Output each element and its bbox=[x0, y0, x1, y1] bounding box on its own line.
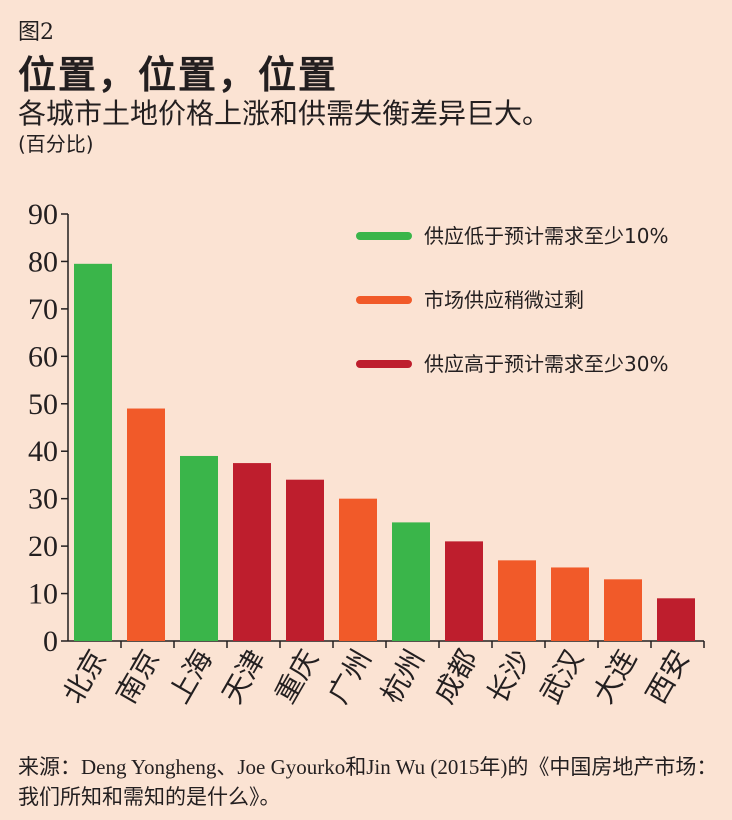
bar bbox=[445, 541, 483, 641]
y-tick-label: 30 bbox=[28, 483, 58, 516]
bar bbox=[233, 463, 271, 641]
bar bbox=[339, 498, 377, 641]
bar bbox=[180, 455, 218, 641]
legend-label: 供应低于预计需求至少10% bbox=[424, 224, 668, 248]
y-tick-label: 60 bbox=[28, 340, 58, 373]
category-label: 广州 bbox=[321, 644, 378, 709]
y-tick-label: 80 bbox=[28, 245, 58, 278]
chart-title: 位置，位置，位置 bbox=[18, 53, 339, 97]
y-tick-label: 90 bbox=[28, 198, 58, 231]
category-label: 武汉 bbox=[533, 644, 590, 709]
bar bbox=[657, 598, 695, 641]
legend-label: 供应高于预计需求至少30% bbox=[424, 352, 668, 376]
bar bbox=[604, 579, 642, 641]
category-label: 天津 bbox=[215, 644, 272, 709]
category-label: 西安 bbox=[639, 644, 696, 709]
bar bbox=[74, 263, 112, 641]
y-tick-label: 70 bbox=[28, 293, 58, 326]
category-label: 成都 bbox=[427, 644, 484, 709]
unit-label: (百分比) bbox=[18, 132, 94, 156]
y-tick-label: 10 bbox=[28, 578, 58, 611]
category-label: 北京 bbox=[56, 644, 113, 709]
bar bbox=[286, 479, 324, 641]
y-tick-label: 40 bbox=[28, 435, 58, 468]
figure-label: 图2 bbox=[18, 20, 54, 45]
category-label: 南京 bbox=[109, 644, 166, 709]
category-label: 杭州 bbox=[374, 644, 431, 709]
source-note: 来源：Deng Yongheng、Joe Gyourko和Jin Wu (201… bbox=[18, 755, 718, 809]
bar bbox=[551, 567, 589, 641]
category-label: 大连 bbox=[586, 644, 643, 709]
category-label: 重庆 bbox=[268, 644, 325, 709]
y-tick-label: 0 bbox=[43, 625, 58, 658]
bar bbox=[392, 522, 430, 641]
category-label: 长沙 bbox=[480, 644, 537, 709]
y-tick-label: 20 bbox=[28, 530, 58, 563]
category-label: 上海 bbox=[162, 644, 219, 709]
bar-chart: 0 10 20 30 40 50 60 70 80 90 北京南京上海天津重庆广州杭州成都长沙武汉大… bbox=[28, 198, 705, 709]
y-tick-label: 50 bbox=[28, 388, 58, 421]
bar bbox=[127, 408, 165, 641]
legend-label: 市场供应稍微过剩 bbox=[424, 288, 584, 312]
chart-subtitle: 各城市土地价格上涨和供需失衡差异巨大。 bbox=[18, 97, 551, 130]
bar bbox=[498, 560, 536, 641]
